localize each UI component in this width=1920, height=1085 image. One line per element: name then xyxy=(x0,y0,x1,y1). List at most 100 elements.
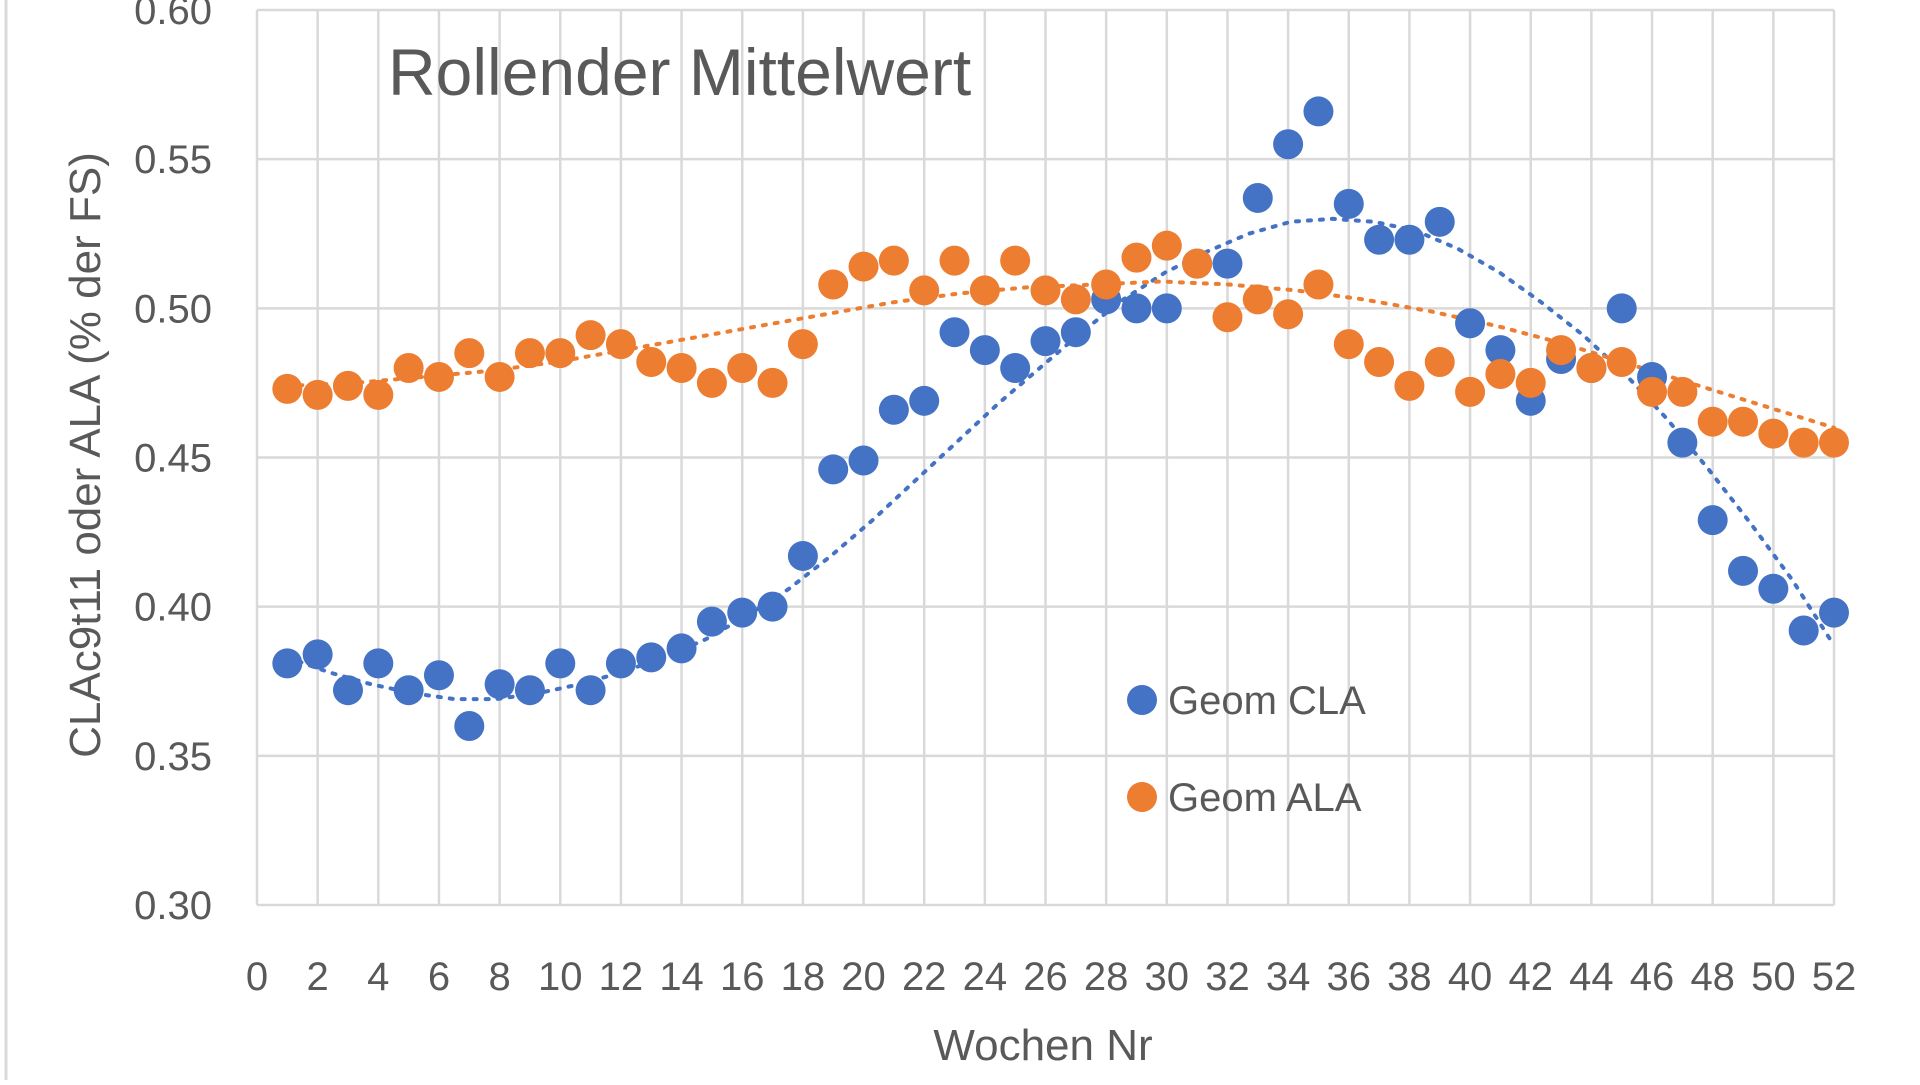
data-point-geom-cla[interactable] xyxy=(423,660,454,691)
data-point-geom-ala[interactable] xyxy=(514,338,545,369)
data-point-geom-ala[interactable] xyxy=(1546,335,1577,366)
data-point-geom-cla[interactable] xyxy=(969,335,1000,366)
data-point-geom-ala[interactable] xyxy=(1455,376,1486,407)
data-point-geom-ala[interactable] xyxy=(454,338,485,369)
data-point-geom-cla[interactable] xyxy=(1364,224,1395,255)
data-point-geom-cla[interactable] xyxy=(878,394,909,425)
data-point-geom-cla[interactable] xyxy=(484,669,515,700)
data-point-geom-cla[interactable] xyxy=(1303,96,1334,127)
data-point-geom-cla[interactable] xyxy=(272,648,303,679)
data-point-geom-cla[interactable] xyxy=(1728,555,1759,586)
data-point-geom-ala[interactable] xyxy=(1515,367,1546,398)
data-point-geom-ala[interactable] xyxy=(1030,275,1061,306)
data-point-geom-cla[interactable] xyxy=(1667,427,1698,458)
data-point-geom-cla[interactable] xyxy=(1455,308,1486,339)
data-point-geom-ala[interactable] xyxy=(757,367,788,398)
data-point-geom-cla[interactable] xyxy=(1030,326,1061,357)
data-point-geom-cla[interactable] xyxy=(302,639,333,670)
data-point-geom-ala[interactable] xyxy=(1182,248,1213,279)
data-point-geom-cla[interactable] xyxy=(1788,615,1819,646)
data-point-geom-cla[interactable] xyxy=(514,675,545,706)
data-point-geom-cla[interactable] xyxy=(454,711,485,741)
data-point-geom-ala[interactable] xyxy=(1606,347,1637,378)
data-point-geom-cla[interactable] xyxy=(1333,188,1364,219)
data-point-geom-cla[interactable] xyxy=(605,648,636,679)
data-point-geom-cla[interactable] xyxy=(787,540,818,571)
data-point-geom-ala[interactable] xyxy=(332,370,363,401)
data-point-geom-cla[interactable] xyxy=(1697,505,1728,536)
data-point-geom-cla[interactable] xyxy=(1212,248,1243,279)
data-point-geom-ala[interactable] xyxy=(575,320,606,351)
data-point-geom-cla[interactable] xyxy=(939,317,970,348)
data-point-geom-ala[interactable] xyxy=(363,379,394,410)
data-point-geom-ala[interactable] xyxy=(848,251,879,282)
data-point-geom-ala[interactable] xyxy=(545,338,576,369)
data-point-geom-ala[interactable] xyxy=(1242,284,1273,315)
data-point-geom-cla[interactable] xyxy=(393,675,424,706)
data-point-geom-cla[interactable] xyxy=(636,642,667,673)
data-point-geom-cla[interactable] xyxy=(1121,293,1152,324)
data-point-geom-ala[interactable] xyxy=(878,245,909,276)
data-point-geom-ala[interactable] xyxy=(1091,269,1122,300)
data-point-geom-ala[interactable] xyxy=(1788,427,1819,458)
data-point-geom-ala[interactable] xyxy=(818,269,849,300)
data-point-geom-ala[interactable] xyxy=(909,275,940,306)
data-point-geom-ala[interactable] xyxy=(1424,347,1455,378)
data-point-geom-ala[interactable] xyxy=(1121,242,1152,273)
data-point-geom-ala[interactable] xyxy=(666,353,697,383)
data-point-geom-ala[interactable] xyxy=(484,361,515,392)
data-point-geom-ala[interactable] xyxy=(423,361,454,392)
data-point-geom-ala[interactable] xyxy=(1364,347,1395,378)
data-point-geom-cla[interactable] xyxy=(363,648,394,679)
data-point-geom-ala[interactable] xyxy=(1303,269,1334,300)
legend[interactable]: Geom CLA Geom ALA xyxy=(1127,679,1366,820)
data-point-geom-ala[interactable] xyxy=(1273,299,1304,330)
data-point-geom-ala[interactable] xyxy=(1576,353,1607,383)
data-point-geom-cla[interactable] xyxy=(1394,224,1425,255)
data-point-geom-ala[interactable] xyxy=(1758,418,1789,449)
data-point-geom-ala[interactable] xyxy=(1667,376,1698,407)
data-point-geom-ala[interactable] xyxy=(1333,329,1364,360)
data-point-geom-cla[interactable] xyxy=(575,675,606,706)
data-point-geom-cla[interactable] xyxy=(1424,206,1455,237)
data-point-geom-ala[interactable] xyxy=(272,373,303,404)
data-point-geom-ala[interactable] xyxy=(1819,427,1849,458)
data-point-geom-cla[interactable] xyxy=(848,445,879,476)
data-point-geom-cla[interactable] xyxy=(1151,293,1182,324)
data-point-geom-ala[interactable] xyxy=(1637,376,1668,407)
data-point-geom-cla[interactable] xyxy=(1606,293,1637,324)
data-point-geom-cla[interactable] xyxy=(818,454,849,485)
data-point-geom-ala[interactable] xyxy=(727,353,758,383)
data-point-geom-ala[interactable] xyxy=(1151,230,1182,261)
data-point-geom-ala[interactable] xyxy=(1485,358,1516,389)
data-point-geom-ala[interactable] xyxy=(393,353,424,383)
data-point-geom-ala[interactable] xyxy=(1060,284,1091,315)
data-point-geom-cla[interactable] xyxy=(1485,335,1516,366)
data-point-geom-cla[interactable] xyxy=(757,591,788,622)
data-point-geom-ala[interactable] xyxy=(1000,245,1031,276)
data-point-geom-ala[interactable] xyxy=(939,245,970,276)
data-point-geom-cla[interactable] xyxy=(666,633,697,664)
data-point-geom-ala[interactable] xyxy=(696,367,727,398)
legend-item-geom-ala[interactable]: Geom ALA xyxy=(1127,776,1362,820)
data-point-geom-ala[interactable] xyxy=(969,275,1000,306)
data-point-geom-cla[interactable] xyxy=(332,675,363,706)
data-point-geom-ala[interactable] xyxy=(1212,302,1243,333)
data-point-geom-cla[interactable] xyxy=(1758,573,1789,604)
data-point-geom-cla[interactable] xyxy=(696,606,727,637)
data-point-geom-cla[interactable] xyxy=(545,648,576,679)
data-point-geom-cla[interactable] xyxy=(1819,597,1849,628)
data-point-geom-ala[interactable] xyxy=(302,379,333,410)
data-point-geom-cla[interactable] xyxy=(909,385,940,416)
data-point-geom-ala[interactable] xyxy=(1394,370,1425,401)
data-point-geom-ala[interactable] xyxy=(605,329,636,360)
legend-item-geom-cla[interactable]: Geom CLA xyxy=(1127,679,1366,723)
data-point-geom-ala[interactable] xyxy=(1697,406,1728,437)
data-point-geom-cla[interactable] xyxy=(1060,317,1091,348)
data-point-geom-cla[interactable] xyxy=(1242,182,1273,213)
data-point-geom-ala[interactable] xyxy=(636,347,667,378)
data-point-geom-ala[interactable] xyxy=(1728,406,1759,437)
data-point-geom-cla[interactable] xyxy=(727,597,758,628)
data-point-geom-ala[interactable] xyxy=(787,329,818,360)
data-point-geom-cla[interactable] xyxy=(1273,129,1304,160)
